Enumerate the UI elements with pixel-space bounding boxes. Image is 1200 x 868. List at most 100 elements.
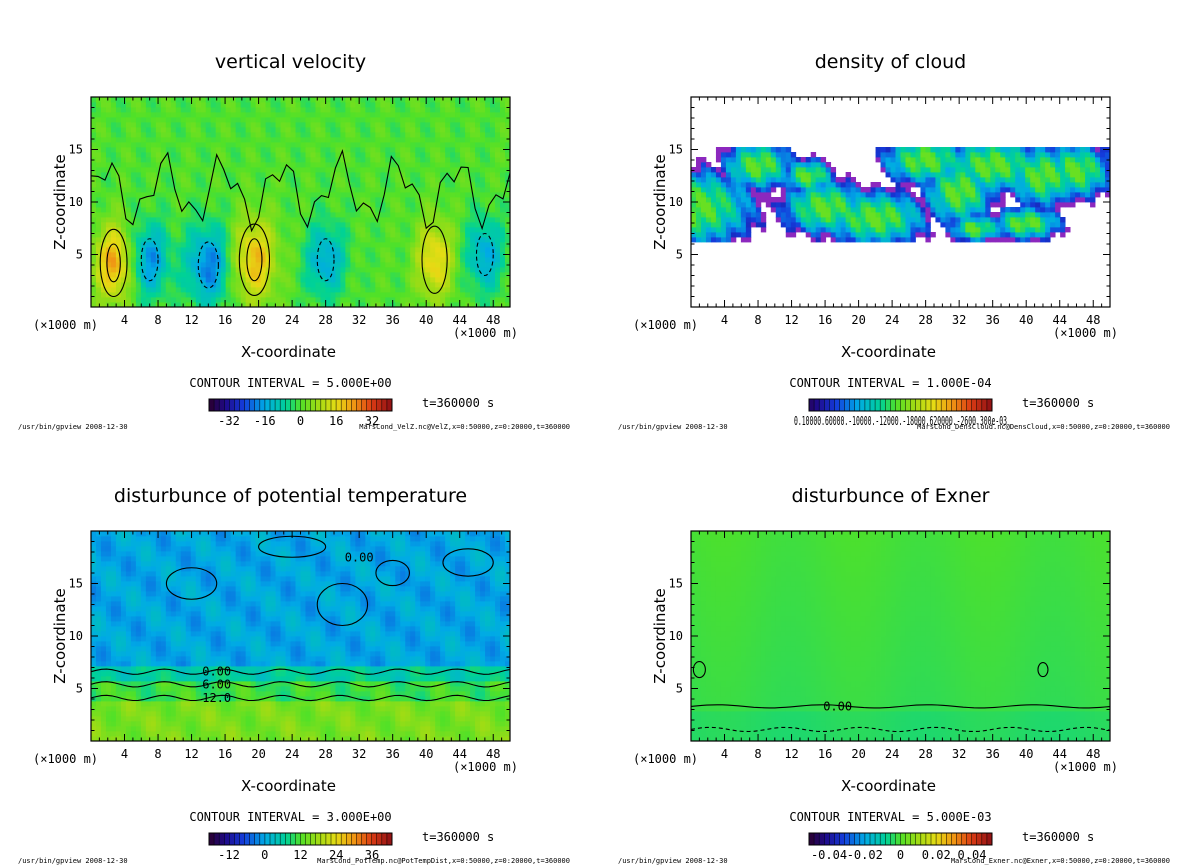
field-cell: [475, 202, 481, 208]
field-cell: [385, 247, 391, 253]
field-cell: [320, 217, 326, 223]
field-cell: [285, 222, 291, 228]
field-cell: [205, 207, 212, 213]
field-cell: [160, 127, 167, 133]
field-cell: [415, 277, 421, 283]
field-cell: [245, 257, 252, 263]
field-cell: [730, 182, 737, 188]
field-cell: [125, 212, 132, 218]
field-cell: [370, 112, 376, 118]
field-cell: [470, 282, 476, 288]
field-cell: [280, 152, 286, 158]
colorbar-swatch: [249, 399, 256, 411]
field-cell: [325, 282, 331, 288]
field-cell: [180, 167, 187, 173]
field-cell: [155, 272, 162, 278]
field-cell: [180, 202, 187, 208]
field-cell: [220, 302, 227, 308]
field-cell: [325, 112, 331, 118]
field-cell: [815, 227, 822, 233]
field-cell: [340, 97, 346, 103]
field-cell: [315, 182, 321, 188]
field-cell: [205, 252, 212, 258]
field-cell: [980, 207, 986, 213]
field-cell: [95, 227, 102, 233]
field-cell: [110, 287, 117, 293]
field-cell: [310, 232, 316, 238]
field-cell: [290, 127, 296, 133]
field-cell: [455, 147, 461, 153]
field-cell: [135, 227, 142, 233]
field-cell: [150, 132, 157, 138]
field-cell: [235, 207, 242, 213]
field-cell: [135, 232, 142, 238]
field-cell: [100, 102, 107, 108]
field-cell: [275, 222, 281, 228]
field-cell: [310, 122, 316, 128]
field-cell: [360, 102, 366, 108]
field-cell: [700, 167, 707, 173]
field-cell: [390, 282, 396, 288]
field-cell: [785, 157, 792, 163]
field-cell: [955, 162, 961, 168]
field-cell: [350, 267, 356, 273]
field-cell: [375, 142, 381, 148]
field-cell: [915, 217, 921, 223]
field-cell: [860, 237, 866, 243]
field-cell: [215, 112, 222, 118]
field-cell: [235, 202, 242, 208]
field-cell: [1035, 217, 1041, 223]
field-cell: [980, 237, 986, 243]
field-cell: [465, 272, 471, 278]
field-cell: [475, 172, 481, 178]
field-cell: [235, 257, 242, 263]
field-cell: [190, 197, 197, 203]
field-cell: [210, 257, 217, 263]
field-cell: [365, 197, 371, 203]
field-cell: [480, 207, 486, 213]
field-cell: [165, 212, 172, 218]
field-cell: [810, 187, 817, 193]
field-cell: [435, 262, 441, 268]
field-cell: [155, 112, 162, 118]
field-cell: [265, 132, 271, 138]
field-cell: [1035, 187, 1041, 193]
field-cell: [735, 222, 742, 228]
field-cell: [400, 172, 406, 178]
field-cell: [970, 157, 976, 163]
field-cell: [490, 212, 496, 218]
field-cell: [375, 127, 381, 133]
field-cell: [220, 222, 227, 228]
field-cell: [280, 127, 286, 133]
field-cell: [390, 162, 396, 168]
field-cell: [405, 107, 411, 113]
field-cell: [505, 197, 511, 203]
field-cell: [365, 192, 371, 198]
field-cell: [780, 182, 787, 188]
field-cell: [305, 297, 311, 303]
field-cell: [460, 207, 466, 213]
field-cell: [990, 197, 996, 203]
field-cell: [445, 297, 451, 303]
field-cell: [465, 132, 471, 138]
field-cell: [170, 192, 177, 198]
field-cell: [780, 222, 787, 228]
field-cell: [445, 112, 451, 118]
field-cell: [410, 262, 416, 268]
field-cell: [160, 202, 167, 208]
field-cell: [335, 97, 341, 103]
field-cell: [245, 147, 252, 153]
field-cell: [880, 197, 886, 203]
field-cell: [250, 292, 257, 298]
field-cell: [825, 182, 832, 188]
field-cell: [225, 112, 232, 118]
field-cell: [260, 132, 266, 138]
field-cell: [250, 162, 257, 168]
field-cell: [260, 192, 266, 198]
field-cell: [1030, 222, 1036, 228]
field-cell: [720, 187, 727, 193]
field-cell: [430, 302, 436, 308]
field-cell: [495, 212, 501, 218]
field-cell: [165, 277, 172, 283]
field-cell: [240, 122, 247, 128]
